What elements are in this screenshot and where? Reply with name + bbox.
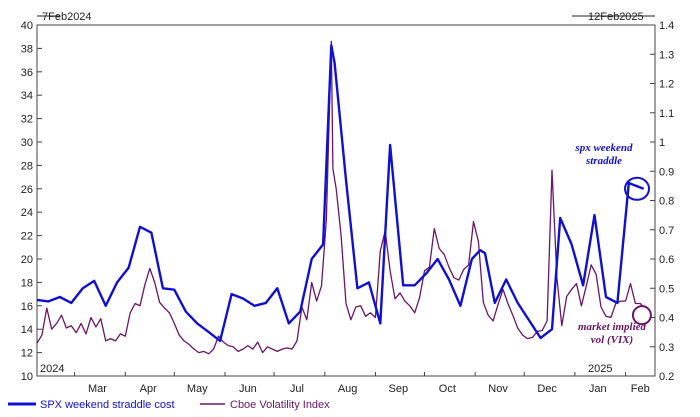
left-axis-tick-label: 40 — [21, 20, 33, 32]
left-axis-tick-label: 20 — [21, 254, 33, 266]
right-axis-tick-label: 0.6 — [659, 254, 674, 266]
year-label-2025: 2025 — [588, 363, 612, 375]
left-axis-tick-label: 18 — [21, 277, 33, 289]
left-axis-tick-label: 38 — [21, 43, 33, 55]
x-axis-month-label: Aug — [338, 383, 358, 395]
left-axis-tick-label: 36 — [21, 67, 33, 79]
x-axis-month-label: Dec — [537, 383, 557, 395]
right-axis-tick-label: 1.1 — [659, 108, 674, 120]
x-axis-month-label: Jun — [239, 383, 257, 395]
annotation-text-vix: market implied — [578, 321, 647, 333]
left-axis-tick-label: 14 — [21, 324, 33, 336]
right-axis-tick-label: 0.5 — [659, 283, 674, 295]
year-label-2024: 2024 — [40, 363, 64, 375]
x-axis-month-label: Sep — [389, 383, 409, 395]
x-axis-month-label: May — [187, 383, 208, 395]
left-axis-tick-label: 34 — [21, 90, 33, 102]
left-axis-tick-label: 24 — [21, 207, 33, 219]
x-axis-month-label: Jan — [589, 383, 607, 395]
left-axis-tick-label: 28 — [21, 160, 33, 172]
left-axis-tick-label: 26 — [21, 184, 33, 196]
left-axis-tick-label: 22 — [21, 231, 33, 243]
x-axis-month-label: Mar — [88, 383, 107, 395]
series-line-straddle — [36, 44, 645, 343]
x-axis-month-label: Oct — [439, 383, 456, 395]
legend-label-vix: Cboe Volatility Index — [230, 399, 330, 411]
x-axis-month-label: Jul — [290, 383, 304, 395]
annotation-text-straddle: straddle — [585, 155, 622, 167]
left-axis-tick-label: 16 — [21, 301, 33, 313]
right-axis-tick-label: 0.2 — [659, 371, 674, 383]
right-axis-tick-label: 1.4 — [659, 20, 674, 32]
right-axis-tick-label: 0.7 — [659, 225, 674, 237]
right-axis-tick-label: 1 — [659, 137, 665, 149]
legend: SPX weekend straddle cost Cboe Volatilit… — [8, 399, 330, 411]
series-line-vix — [36, 40, 645, 355]
right-axis-tick-label: 1.3 — [659, 49, 674, 61]
annotation-text-vix: vol (VIX) — [591, 334, 633, 346]
x-axis-month-label: Feb — [631, 383, 650, 395]
x-axis-month-label: Nov — [488, 383, 508, 395]
right-axis-tick-label: 0.9 — [659, 166, 674, 178]
right-axis-tick-label: 1.2 — [659, 79, 674, 91]
left-axis-tick-label: 12 — [21, 348, 33, 360]
right-axis-tick-label: 0.8 — [659, 196, 674, 208]
legend-label-straddle: SPX weekend straddle cost — [40, 399, 175, 411]
left-axis-tick-label: 30 — [21, 137, 33, 149]
x-axis-month-label: Apr — [140, 383, 157, 395]
end-date-label: 12Feb2025 — [588, 11, 644, 23]
right-axis-tick-label: 0.4 — [659, 313, 674, 325]
right-axis-tick-label: 0.3 — [659, 342, 674, 354]
annotation-text-straddle: spx weekend — [574, 142, 633, 154]
left-axis-tick-label: 10 — [21, 371, 33, 383]
left-axis-tick-label: 32 — [21, 114, 33, 126]
start-date-label: 7Feb2024 — [42, 11, 92, 23]
annotation-circle-vix — [631, 305, 652, 326]
annotation-circle-straddle — [624, 176, 651, 201]
